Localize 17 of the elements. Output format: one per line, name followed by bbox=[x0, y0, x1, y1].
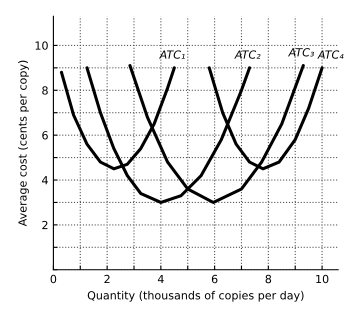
y-tick-label: 2 bbox=[42, 220, 48, 230]
y-tick-label: 10 bbox=[36, 41, 48, 50]
x-tick-label: 4 bbox=[158, 274, 164, 284]
x-tick-label: 8 bbox=[266, 274, 272, 284]
x-tick-label: 2 bbox=[104, 274, 110, 284]
y-axis-title: Average cost (cents per copy) bbox=[18, 60, 29, 226]
series-label: ATC₂ bbox=[234, 50, 260, 59]
y-tick-label: 8 bbox=[42, 86, 48, 95]
x-axis-title: Quantity (thousands of copies per day) bbox=[88, 290, 304, 302]
x-tick-label: 10 bbox=[316, 274, 328, 284]
x-tick-label: 0 bbox=[50, 274, 56, 284]
x-tick-label: 6 bbox=[212, 274, 218, 284]
series-label: ATC₄ bbox=[317, 50, 344, 59]
series-label: ATC₁ bbox=[159, 50, 185, 59]
series-label: ATC₃ bbox=[288, 48, 314, 57]
y-tick-label: 6 bbox=[42, 131, 48, 140]
y-tick-label: 4 bbox=[42, 176, 48, 184]
